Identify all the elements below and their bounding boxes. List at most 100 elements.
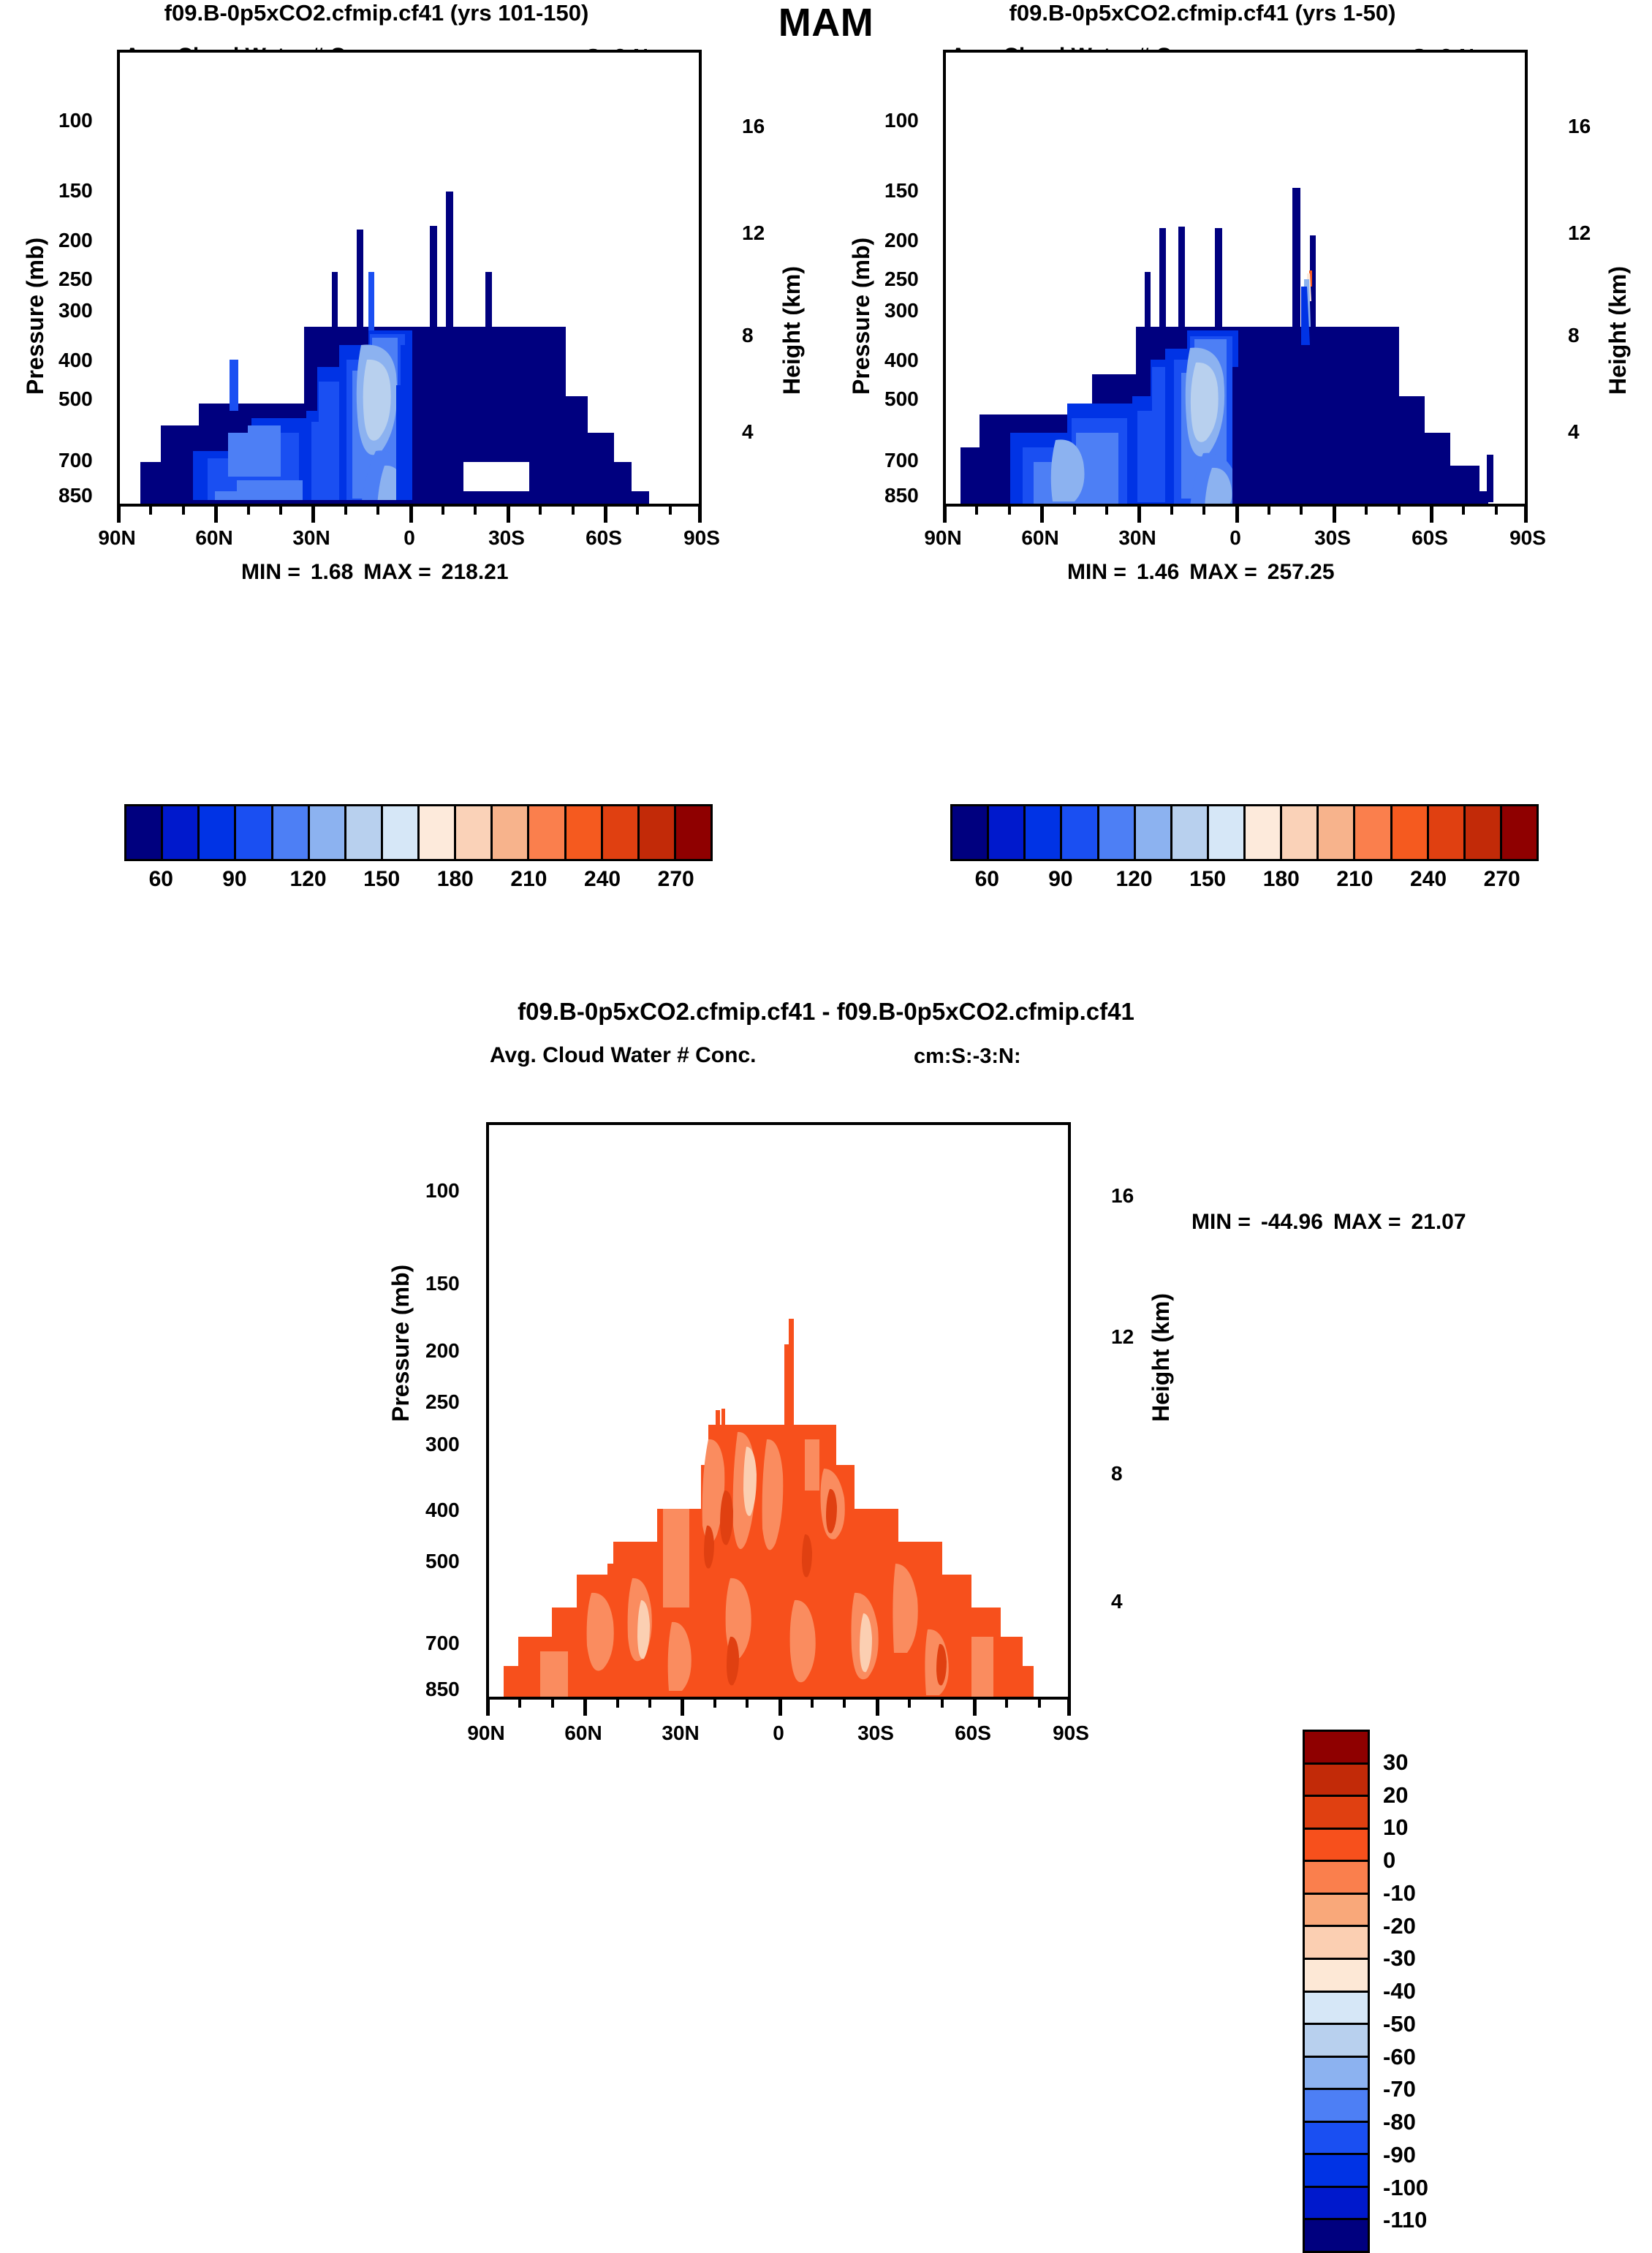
y2tick-16: 16 [742,115,765,137]
ytick-500: 500 [58,387,93,410]
y2tick-4: 4 [742,420,754,443]
colorbar-swatch [1305,1829,1368,1863]
panel-bottom-diff-colorbar[interactable] [1303,1730,1370,2253]
ytick-250: 250 [58,268,93,290]
colorbar-swatch [1305,1959,1368,1993]
panel-top-right-plot[interactable] [943,50,1528,507]
panel-top-right-colorbar[interactable] [950,804,1539,861]
y2tick-8: 8 [1111,1462,1123,1485]
panel-top-left-ylabel-right: Height (km) [778,266,805,395]
ytick-250: 250 [425,1390,460,1413]
colorbar-swatch [1305,2187,1368,2221]
ytick-850: 850 [58,484,93,507]
colorbar-tick-label: 90 [1048,867,1073,891]
min-value: 1.46 [1136,560,1180,584]
colorbar-tick-label: -80 [1383,2109,1416,2135]
colorbar-swatch [1501,806,1537,859]
y2tick-16: 16 [1111,1184,1134,1207]
xtick-60S: 60S [1412,526,1448,549]
xtick-60N: 60N [564,1722,602,1744]
colorbar-swatch [1282,806,1319,859]
colorbar-swatch [639,806,676,859]
ytick-400: 400 [884,349,919,371]
colorbar-tick-label: 180 [436,867,474,891]
xtick-60N: 60N [1021,526,1059,549]
panel-top-right-contours [960,188,1493,504]
y2tick-12: 12 [1568,221,1591,244]
colorbar-swatch [1305,1862,1368,1895]
ytick-200: 200 [884,229,919,251]
colorbar-tick-label: 20 [1383,1781,1409,1808]
colorbar-tick-label: 240 [1410,867,1447,891]
panel-top-left-colorbar[interactable] [124,804,713,861]
page-title: MAM [778,1,874,45]
colorbar-tick-label: 210 [510,867,547,891]
colorbar-swatch [1392,806,1429,859]
colorbar-swatch [1305,1927,1368,1960]
colorbar-tick-label: -90 [1383,2141,1416,2167]
colorbar-tick-label: 150 [1189,867,1227,891]
panel-bottom-diff-ylabel-right: Height (km) [1148,1293,1174,1422]
ytick-100: 100 [58,109,93,132]
panel-top-right-colorbar-labels: 60 90 120 150 180 210 240 270 [950,867,1539,896]
colorbar-swatch [1428,806,1466,859]
ytick-400: 400 [58,349,93,371]
panel-bottom-diff: f09.B-0p5xCO2.cfmip.cf41 - f09.B-0p5xCO2… [0,998,1652,2253]
colorbar-tick-label: 30 [1383,1749,1409,1775]
xtick-30S: 30S [857,1722,894,1744]
colorbar-tick-label: -10 [1383,1879,1416,1906]
xtick-30S: 30S [488,526,525,549]
colorbar-swatch [1305,2155,1368,2188]
panel-top-right-ylabel-right: Height (km) [1604,266,1631,395]
ytick-700: 700 [58,449,93,472]
panel-top-left-minmax: MIN = 1.68 MAX = 218.21 [241,560,509,585]
colorbar-tick-label: 120 [289,867,327,891]
colorbar-tick-label: 10 [1383,1814,1409,1841]
colorbar-swatch [1305,2090,1368,2123]
xtick-30N: 30N [292,526,330,549]
colorbar-swatch [1135,806,1172,859]
colorbar-tick-label: 270 [1483,867,1520,891]
colorbar-swatch [456,806,493,859]
max-value: 257.25 [1267,560,1335,584]
panel-top-right-ylabel: Pressure (mb) [848,237,874,395]
colorbar-tick-label: -100 [1383,2174,1429,2200]
min-label: MIN = [241,560,300,584]
ytick-850: 850 [884,484,919,507]
colorbar-tick-label: 180 [1262,867,1300,891]
panel-bottom-diff-contours [504,1319,1034,1697]
panel-bottom-diff-plot[interactable] [486,1122,1071,1700]
max-label: MAX = [1333,1210,1401,1234]
xtick-30N: 30N [1118,526,1156,549]
panel-bottom-diff-subtitle: Avg. Cloud Water # Conc. [490,1043,757,1067]
colorbar-swatch [1305,2122,1368,2156]
colorbar-swatch [1355,806,1393,859]
panel-top-left-plot[interactable] [117,50,702,507]
ytick-300: 300 [425,1433,460,1455]
ytick-150: 150 [884,179,919,202]
max-value: 218.21 [441,560,509,584]
panel-bottom-diff-minmax: MIN = -44.96 MAX = 21.07 [1191,1210,1466,1235]
panel-bottom-diff-ylabel: Pressure (mb) [387,1264,414,1422]
xtick-90N: 90N [98,526,136,549]
panel-top-left: f09.B-0p5xCO2.cfmip.cf41 (yrs 101-150) A… [0,0,826,972]
colorbar-tick-label: 90 [222,867,247,891]
min-label: MIN = [1191,1210,1251,1234]
colorbar-tick-label: 240 [584,867,621,891]
colorbar-swatch [675,806,711,859]
colorbar-tick-label: -50 [1383,2010,1416,2037]
colorbar-tick-label: 270 [657,867,694,891]
max-value: 21.07 [1411,1210,1466,1234]
colorbar-swatch [1208,806,1246,859]
colorbar-swatch [1305,1764,1368,1798]
xtick-60N: 60N [195,526,233,549]
ytick-700: 700 [425,1632,460,1654]
colorbar-swatch [1319,806,1356,859]
colorbar-swatch [1305,2025,1368,2058]
ytick-200: 200 [58,229,93,251]
colorbar-swatch [602,806,640,859]
colorbar-swatch [1099,806,1136,859]
xtick-30N: 30N [662,1722,700,1744]
colorbar-swatch [529,806,567,859]
colorbar-tick-label: -20 [1383,1912,1416,1939]
